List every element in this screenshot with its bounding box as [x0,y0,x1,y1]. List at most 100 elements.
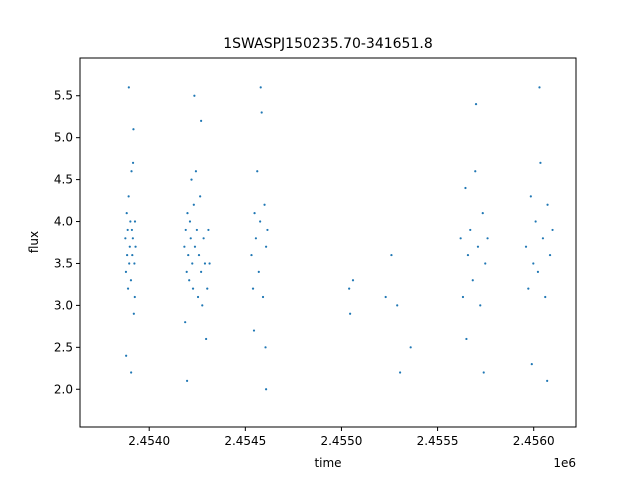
data-point [125,354,128,357]
data-point [202,237,205,240]
data-point [261,295,265,299]
data-point [396,304,399,307]
data-point [546,203,549,206]
x-axis-offset-label: 1e6 [553,456,576,470]
data-point [259,220,262,223]
x-tick-label: 2.4540 [128,434,170,448]
data-point [200,270,203,273]
data-point [130,371,133,374]
data-point [257,270,260,273]
data-point [263,203,266,206]
data-point [254,237,258,240]
data-point [349,312,352,315]
x-tick-label: 2.4560 [513,434,555,448]
data-point [390,253,393,257]
data-point [484,262,487,265]
data-point [130,170,133,173]
data-point [409,346,412,349]
data-point [126,228,129,232]
data-point [203,262,207,265]
data-point [206,287,209,290]
data-point [464,186,467,190]
data-point [481,212,484,215]
data-point [527,287,530,290]
data-point [252,329,256,332]
data-point [183,245,186,248]
data-point [539,161,542,164]
x-tick-label: 2.4545 [224,434,266,448]
data-point [195,228,198,232]
x-axis-label: time [314,456,341,470]
data-point [536,270,540,273]
data-point [132,128,135,131]
data-point [474,103,478,106]
data-point [124,237,127,240]
y-tick-label: 2.0 [54,382,73,396]
data-point [259,86,262,89]
data-point [459,237,462,240]
data-point [190,178,193,181]
data-point [125,212,128,215]
x-axis: 2.4540 2.4545 2.4550 2.4555 2.4560 [128,427,555,448]
data-point [184,228,187,232]
data-point [532,262,535,265]
data-point [196,295,200,299]
data-point [134,245,137,248]
data-point [486,237,489,240]
data-point [126,253,129,257]
plot-frame [79,57,577,428]
data-point [466,253,470,257]
data-point [253,212,256,215]
data-point [201,304,204,307]
y-tick-label: 5.0 [54,131,73,145]
data-point [465,337,468,341]
data-point [546,379,549,382]
data-point [524,245,528,248]
data-point [131,161,135,164]
data-point [266,228,269,232]
data-point [474,170,477,173]
data-point [251,287,255,290]
y-tick-label: 4.5 [54,173,73,187]
data-point [129,279,133,282]
data-point [128,262,131,265]
data-point [200,119,203,122]
data-point [264,388,268,391]
data-point [133,262,136,265]
y-tick-label: 2.5 [54,340,73,354]
data-point [186,212,189,215]
data-point [207,228,210,232]
data-point [461,295,465,299]
chart-title: 1SWASPJ150235.70-341651.8 [223,36,432,52]
data-point [131,237,134,240]
data-point [197,253,201,257]
data-point [551,228,554,232]
data-point [124,270,128,273]
y-axis: 2.0 2.5 3.0 3.5 4.0 4.5 5.0 5.5 [54,89,80,396]
data-point [191,262,194,265]
data-point [127,86,130,89]
data-point [479,304,482,307]
data-point [398,371,402,374]
data-point [127,195,130,198]
data-point [130,228,134,232]
data-point [199,195,202,198]
y-tick-label: 5.5 [54,89,73,103]
y-tick-label: 3.0 [54,298,73,312]
data-point [132,312,135,315]
data-point [348,287,351,290]
data-point [191,287,195,290]
data-point [133,295,136,299]
data-point [482,371,485,374]
data-point [264,346,267,349]
data-point [541,237,545,240]
data-point [128,245,131,248]
data-point [538,86,541,89]
data-point [530,363,533,366]
data-point [469,228,472,232]
data-point [384,295,387,299]
data-point [544,295,547,299]
data-point [476,245,480,248]
data-point [184,321,187,324]
